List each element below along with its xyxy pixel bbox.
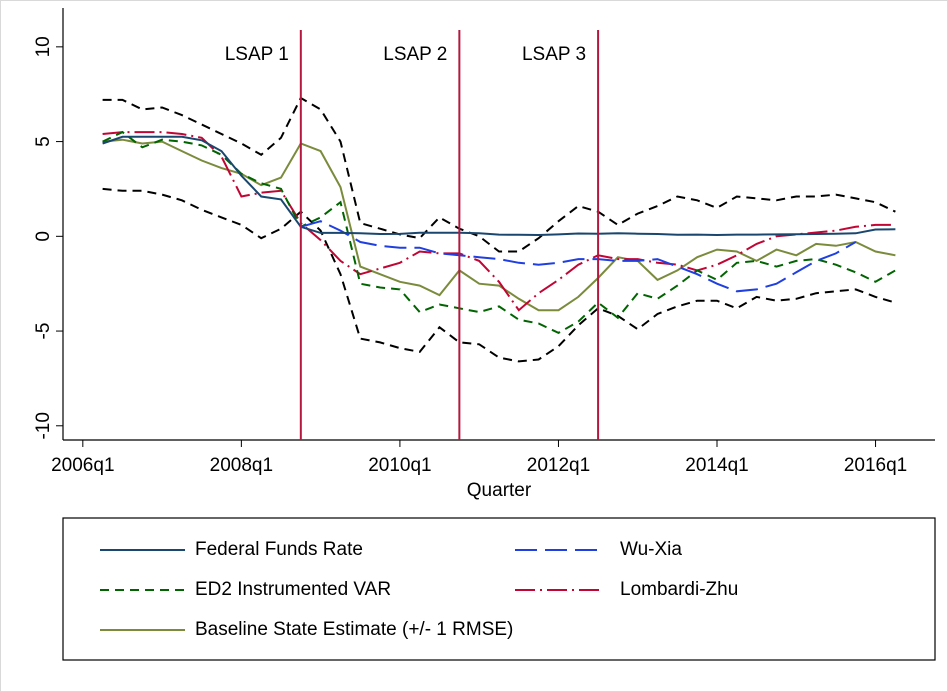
legend-box: [62, 517, 936, 661]
x-tick-label: 2012q1: [527, 455, 590, 476]
x-tick-label: 2016q1: [844, 455, 907, 476]
series-line: [300, 220, 857, 293]
series-line: [102, 138, 896, 312]
legend-label: Federal Funds Rate: [195, 539, 363, 560]
y-tick-label: -5: [33, 323, 54, 340]
series-line: [102, 135, 896, 237]
series-line: [102, 187, 896, 363]
series-line: [102, 96, 896, 253]
event-label: LSAP 2: [383, 44, 447, 65]
y-tick-label: 10: [33, 36, 54, 57]
event-label: LSAP 3: [522, 44, 586, 65]
x-tick-label: 2014q1: [685, 455, 748, 476]
event-label: LSAP 1: [225, 44, 289, 65]
y-tick-label: 5: [33, 136, 54, 147]
y-tick-label: -10: [33, 412, 54, 439]
x-tick-label: 2006q1: [51, 455, 114, 476]
y-tick-label: 0: [33, 231, 54, 242]
x-axis-title: Quarter: [467, 480, 532, 501]
series-line: [102, 131, 896, 312]
legend-label: ED2 Instrumented VAR: [195, 579, 391, 600]
x-tick-label: 2008q1: [210, 455, 273, 476]
legend-label: Lombardi-Zhu: [620, 579, 738, 600]
x-tick-label: 2010q1: [368, 455, 431, 476]
legend-label: Baseline State Estimate (+/- 1 RMSE): [195, 619, 513, 640]
legend-label: Wu-Xia: [620, 539, 682, 560]
series-line: [102, 130, 896, 335]
